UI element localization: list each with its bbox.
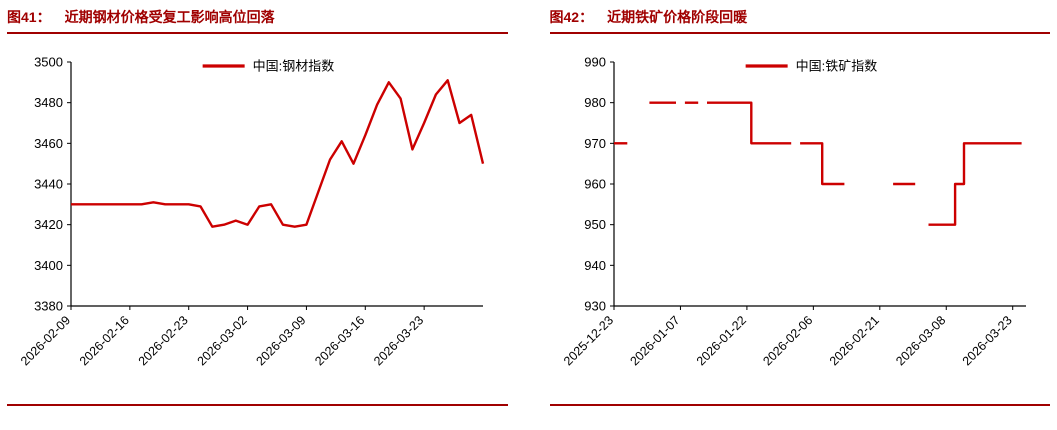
y-tick-label: 960: [584, 177, 606, 192]
y-tick-label: 930: [584, 299, 606, 314]
x-tick-label: 2026-03-23: [371, 313, 426, 368]
figure-41-panel: 图41： 近期钢材价格受复工影响高位回落 3380 3400 3420 3440 3460…: [7, 0, 508, 430]
x-tick-label: 2026-03-16: [312, 313, 367, 368]
series-line: [71, 79, 485, 228]
y-tick-label: 3380: [34, 299, 63, 314]
figure-41-tag: 图41：: [7, 9, 51, 25]
x-tick-label: 2026-02-23: [136, 313, 191, 368]
x-tick-label: 2026-01-07: [627, 313, 682, 368]
legend-label: 中国:铁矿指数: [795, 59, 877, 74]
figure-41-header: 图41： 近期钢材价格受复工影响高位回落: [7, 7, 508, 34]
figure-42-tag: 图42：: [549, 9, 594, 25]
legend-label: 中国:钢材指数: [253, 59, 335, 74]
x-tick-label: 2026-03-08: [893, 313, 948, 368]
figure-41-title: 近期钢材价格受复工影响高位回落: [64, 9, 275, 25]
figure-42-header: 图42： 近期铁矿价格阶段回暖: [549, 7, 1050, 34]
y-tick-label: 3500: [34, 55, 63, 70]
y-tick-label: 970: [584, 136, 606, 151]
x-tick-label: 2026-03-09: [253, 313, 308, 368]
y-tick-label: 3400: [34, 258, 63, 273]
x-tick-label: 2026-02-06: [760, 313, 815, 368]
legend: 中国:铁矿指数: [745, 59, 877, 74]
y-tick-label: 990: [584, 55, 606, 70]
y-tick-label: 3480: [34, 95, 63, 110]
y-tick-label: 3460: [34, 136, 63, 151]
x-tick-label: 2026-03-02: [195, 313, 250, 368]
x-tick-label: 2026-02-16: [77, 313, 132, 368]
x-tick-label: 2026-02-21: [826, 313, 881, 368]
steel-index-chart: 3380 3400 3420 3440 3460 3480 3500 2026-02-09 20…: [7, 50, 508, 397]
legend: 中国:钢材指数: [202, 59, 335, 74]
y-tick-label: 3420: [34, 217, 63, 232]
figure-42-panel: 图42： 近期铁矿价格阶段回暖 930 940 950 960 970 980 990 2025…: [549, 0, 1051, 430]
x-tick-label: 2026-03-23: [959, 313, 1014, 368]
figure-42-title: 近期铁矿价格阶段回暖: [607, 9, 748, 25]
y-tick-label: 940: [584, 258, 606, 273]
y-tick-label: 980: [584, 95, 606, 110]
y-tick-label: 950: [584, 217, 606, 232]
x-tick-label: 2025-12-23: [561, 313, 616, 368]
figure-41-bottom-rule: [7, 404, 508, 406]
chart-svg: 930 940 950 960 970 980 990 2025-12-23 2026-01-0…: [561, 55, 1026, 368]
y-tick-label: 3440: [34, 177, 63, 192]
figure-42-bottom-rule: [549, 404, 1050, 406]
iron-ore-index-chart: 930 940 950 960 970 980 990 2025-12-23 2026-01-0…: [550, 50, 1051, 397]
series-line: [613, 101, 1022, 226]
x-tick-label: 2026-02-09: [18, 313, 73, 368]
x-tick-label: 2026-01-22: [693, 313, 748, 368]
